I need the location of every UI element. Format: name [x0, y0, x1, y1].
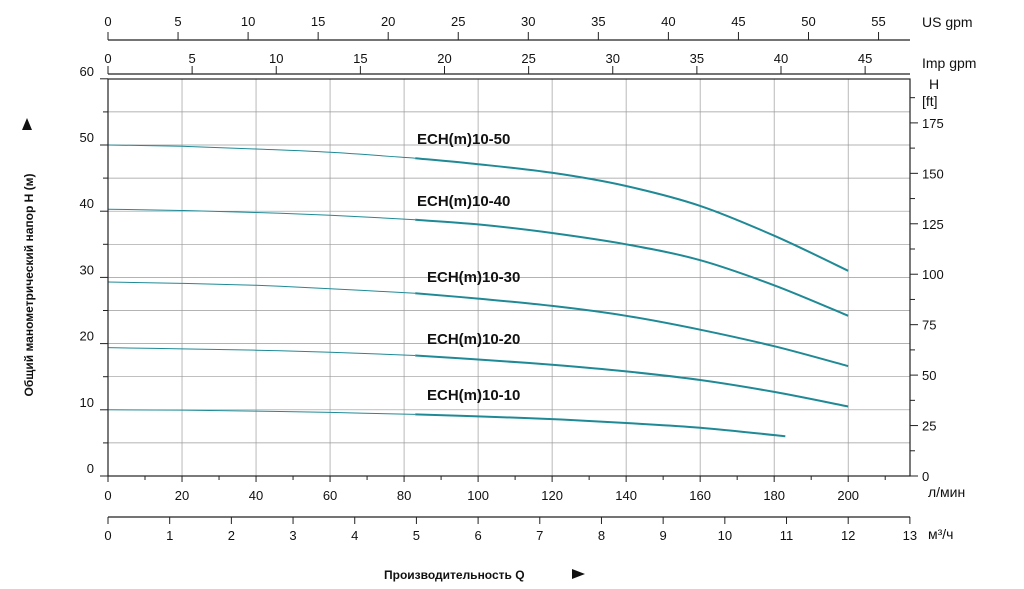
usgpm-tick-label: 35 [591, 14, 605, 29]
ft-tick-label: 125 [922, 217, 944, 232]
m3h-tick-label: 3 [289, 528, 296, 543]
x-tick-label: 140 [615, 488, 637, 503]
y-axis-label: Общий манометрический напор H (м) [22, 173, 36, 396]
m3h-tick-label: 8 [598, 528, 605, 543]
y-tick-label: 60 [80, 64, 94, 79]
impgpm-tick-label: 5 [189, 51, 196, 66]
usgpm-tick-label: 25 [451, 14, 465, 29]
y-tick-label: 50 [80, 130, 94, 145]
x-tick-label: 80 [397, 488, 411, 503]
m3h-tick-label: 0 [104, 528, 111, 543]
curves: ECH(m)10-50 ECH(m)10-40 ECH(m)10-30 ECH(m)1… [107, 131, 849, 438]
impgpm-tick-label: 35 [690, 51, 704, 66]
ft-tick-label: 50 [922, 368, 936, 383]
y-tick-label: 30 [80, 262, 94, 277]
series-label: ECH(m)10-50 [417, 131, 510, 148]
ft-tick-label: 75 [922, 318, 936, 333]
series-label: ECH(m)10-20 [427, 331, 520, 348]
usgpm-tick-label: 55 [871, 14, 885, 29]
y-tick-label: 0 [87, 461, 94, 476]
impgpm-tick-label: 20 [437, 51, 451, 66]
m3h-tick-label: 10 [718, 528, 732, 543]
x-axis-title: Производительность Q [384, 568, 585, 582]
usgpm-tick-label: 10 [241, 14, 255, 29]
axes: 0 20 40 60 80 100 120 140 160 180 2000102030405060… [80, 14, 944, 543]
impgpm-tick-label: 25 [521, 51, 535, 66]
m3h-tick-label: 5 [413, 528, 420, 543]
y-axis-title: Общий манометрический напор H (м) [22, 173, 36, 396]
x-axis-label: Производительность Q [384, 568, 525, 582]
curve-low-flow [107, 281, 416, 294]
usgpm-tick-label: 30 [521, 14, 535, 29]
m3h-tick-label: 1 [166, 528, 173, 543]
curve-low-flow [107, 347, 416, 356]
series-label: ECH(m)10-40 [417, 193, 510, 210]
impgpm-tick-label: 30 [606, 51, 620, 66]
x-unit-impgpm: Imp gpm [922, 55, 976, 71]
impgpm-tick-label: 45 [858, 51, 872, 66]
ft-tick-label: 100 [922, 267, 944, 282]
x-tick-label: 200 [837, 488, 859, 503]
usgpm-tick-label: 45 [731, 14, 745, 29]
arrow-right-icon [572, 569, 585, 579]
curve-low-flow [107, 409, 416, 415]
y-unit-ft: [ft] [922, 93, 938, 109]
x-tick-label: 0 [104, 488, 111, 503]
x-tick-label: 60 [323, 488, 337, 503]
impgpm-tick-label: 10 [269, 51, 283, 66]
x-tick-label: 120 [541, 488, 563, 503]
impgpm-tick-label: 0 [104, 51, 111, 66]
curve-operating [415, 292, 849, 368]
x-tick-label: 100 [467, 488, 489, 503]
arrow-up-icon [22, 118, 32, 130]
usgpm-tick-label: 15 [311, 14, 325, 29]
curve-low-flow [107, 208, 416, 221]
grid [108, 79, 910, 476]
usgpm-tick-label: 20 [381, 14, 395, 29]
m3h-tick-label: 12 [841, 528, 855, 543]
y-tick-label: 40 [80, 196, 94, 211]
x-unit-lmin: л/мин [928, 484, 965, 500]
usgpm-tick-label: 50 [801, 14, 815, 29]
x-unit-m3h: м³/ч [928, 526, 953, 542]
usgpm-tick-label: 0 [104, 14, 111, 29]
series-label: ECH(m)10-10 [427, 387, 520, 404]
series-label: ECH(m)10-30 [427, 269, 520, 286]
m3h-tick-label: 6 [474, 528, 481, 543]
x-unit-usgpm: US gpm [922, 14, 973, 30]
impgpm-tick-label: 40 [774, 51, 788, 66]
usgpm-tick-label: 5 [174, 14, 181, 29]
curve-operating [415, 157, 849, 272]
m3h-tick-label: 11 [780, 528, 794, 543]
m3h-tick-label: 2 [228, 528, 235, 543]
curve-operating [415, 354, 849, 408]
y-tick-label: 20 [80, 329, 94, 344]
y-tick-label: 10 [80, 395, 94, 410]
curve-operating [415, 413, 786, 438]
x-tick-label: 160 [689, 488, 711, 503]
y-unit-h: H [929, 76, 939, 92]
ft-tick-label: 25 [922, 419, 936, 434]
x-tick-label: 20 [175, 488, 189, 503]
x-tick-label: 40 [249, 488, 263, 503]
usgpm-tick-label: 40 [661, 14, 675, 29]
curve-low-flow [107, 144, 416, 159]
ft-tick-label: 150 [922, 166, 944, 181]
x-tick-label: 180 [763, 488, 785, 503]
m3h-tick-label: 7 [536, 528, 543, 543]
m3h-tick-label: 13 [903, 528, 917, 543]
ft-tick-label: 175 [922, 116, 944, 131]
m3h-tick-label: 9 [660, 528, 667, 543]
curve-operating [415, 218, 849, 317]
m3h-tick-label: 4 [351, 528, 358, 543]
impgpm-tick-label: 15 [353, 51, 367, 66]
ft-tick-label: 0 [922, 469, 929, 484]
